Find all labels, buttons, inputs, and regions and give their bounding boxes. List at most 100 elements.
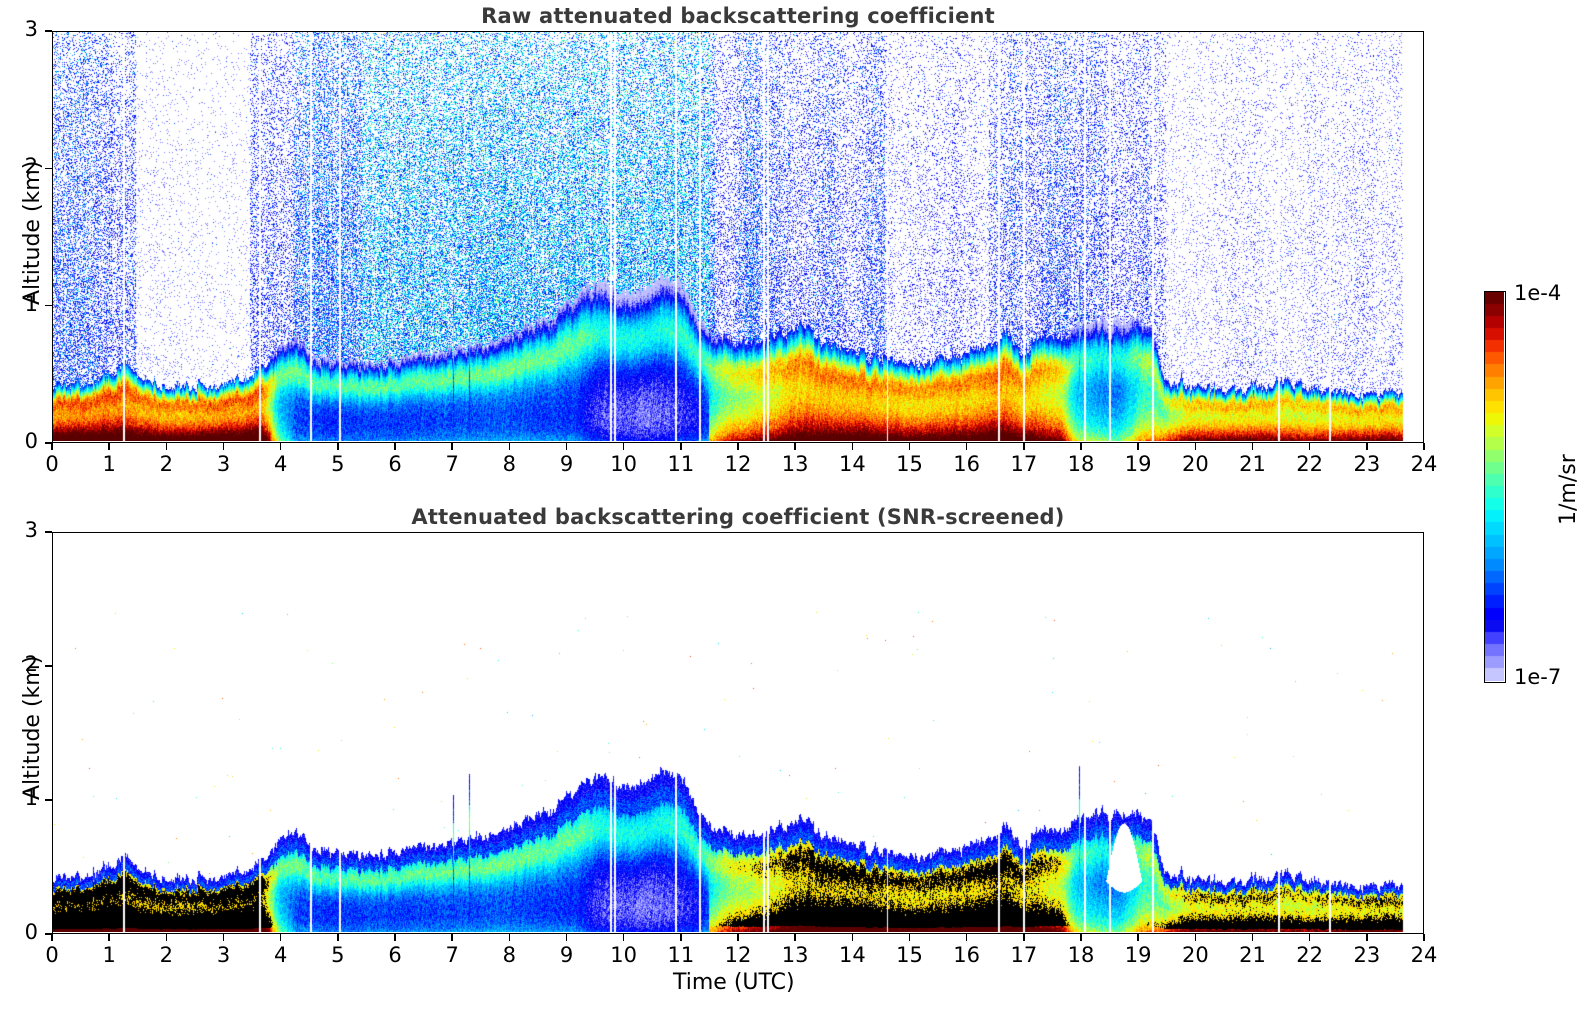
x-tick-label: 6 [388,943,402,967]
x-tick-label: 12 [724,452,752,476]
colorbar-unit-label: 1/m/sr [1556,454,1581,525]
x-axis-label: Time (UTC) [673,970,795,995]
x-tick [508,443,511,450]
x-tick [1023,934,1025,941]
y-tick-label: 0 [24,429,38,453]
x-tick-label: 14 [838,452,866,476]
x-tick [737,443,739,450]
x-tick-label: 8 [502,452,517,476]
x-tick [965,443,968,450]
x-tick-label: 13 [781,943,809,967]
x-tick-label: 14 [838,943,866,967]
x-tick-label: 21 [1239,452,1266,476]
x-tick [337,934,339,941]
y-tick-label: 1 [24,786,38,810]
y-tick-label: 3 [24,518,38,542]
x-tick [51,934,53,941]
x-tick [1023,443,1025,450]
x-tick [337,443,339,450]
x-tick [680,934,682,941]
x-tick-label: 16 [953,943,981,967]
y-tick [45,799,52,801]
heatmap-canvas-raw [53,32,1422,441]
x-tick-label: 19 [1124,943,1152,967]
x-tick [851,934,854,941]
x-tick-label: 13 [781,452,809,476]
x-tick-label: 24 [1410,452,1438,476]
y-tick [45,531,52,533]
x-tick-label: 17 [1010,452,1038,476]
x-tick-label: 18 [1067,943,1095,967]
x-tick-label: 3 [216,452,231,476]
y-tick [45,30,52,32]
y-tick-label: 0 [24,920,38,944]
x-tick [908,443,911,450]
x-tick-label: 22 [1296,943,1324,967]
x-tick-label: 6 [388,452,402,476]
x-tick [1308,443,1311,450]
x-tick [1423,443,1425,450]
x-tick [908,934,911,941]
x-tick [622,934,625,941]
x-tick-label: 12 [724,943,752,967]
x-tick [165,443,168,450]
x-tick-label: 4 [273,943,288,967]
x-tick-label: 8 [502,943,517,967]
x-tick-label: 10 [610,943,638,967]
x-tick-label: 3 [216,943,231,967]
x-tick [851,443,854,450]
x-tick-label: 10 [610,452,638,476]
x-tick-label: 1 [102,943,116,967]
x-tick [965,934,968,941]
x-tick-label: 5 [331,943,345,967]
colorbar-gradient [1485,292,1504,681]
x-tick [1137,443,1139,450]
x-tick [108,934,110,941]
y-axis-label-screened: Altitude (km) [20,655,45,800]
x-tick-label: 11 [667,452,695,476]
x-tick [279,934,282,941]
x-tick [1194,934,1197,941]
x-tick [279,443,282,450]
heatmap-canvas-screened [53,533,1422,932]
x-tick-label: 1 [102,452,116,476]
x-tick [1137,934,1139,941]
x-tick-label: 4 [273,452,288,476]
x-tick-label: 16 [953,452,981,476]
x-tick-label: 7 [445,943,459,967]
x-tick-label: 21 [1239,943,1266,967]
x-tick [565,443,568,450]
y-tick [45,442,52,444]
x-tick-label: 15 [896,452,923,476]
x-tick-label: 23 [1353,943,1381,967]
x-tick [108,443,110,450]
x-tick [394,934,396,941]
colorbar-max-label: 1e-4 [1514,281,1562,305]
x-tick-label: 7 [445,452,459,476]
colorbar [1484,291,1506,683]
x-tick [1080,934,1082,941]
x-tick-label: 0 [45,943,59,967]
x-tick-label: 11 [667,943,695,967]
x-tick-label: 0 [45,452,59,476]
x-tick-label: 5 [331,452,345,476]
x-tick-label: 17 [1010,943,1038,967]
x-tick [565,934,568,941]
y-tick-label: 2 [24,652,38,676]
x-tick [51,443,53,450]
x-tick [222,934,225,941]
x-tick [451,443,453,450]
x-tick-label: 23 [1353,452,1381,476]
x-tick-label: 18 [1067,452,1095,476]
plot-area-screened [52,532,1424,934]
colorbar-min-label: 1e-7 [1514,665,1562,689]
x-tick [1251,934,1254,941]
x-tick [794,443,796,450]
x-tick [1251,443,1254,450]
y-tick [45,665,52,667]
y-axis-label-raw: Altitude (km) [20,160,45,305]
y-tick-label: 3 [24,17,38,41]
y-tick [45,167,52,170]
y-tick [45,933,52,935]
y-tick-label: 2 [24,154,38,179]
